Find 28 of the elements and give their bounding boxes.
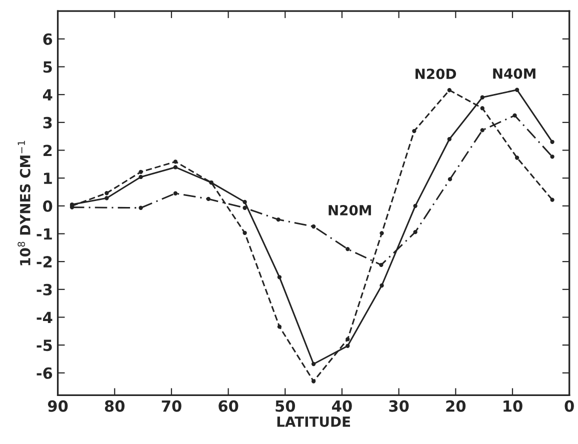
y-tick-label: -2 [36,256,52,268]
x-tick-label: 40 [332,400,352,412]
x-tick-label: 20 [446,400,466,412]
legend-label: N40M [493,68,536,79]
y-tick-label: 5 [43,61,52,73]
x-tick-label: 90 [48,400,68,412]
y-tick-label: 0 [43,200,52,212]
y-tick-label: -3 [36,284,52,296]
x-axis-title: LATITUDE [277,416,350,427]
series-label: N20M [328,204,371,216]
y-tick-label: -5 [36,340,52,352]
y-axis-title: 10$^{8}$ DYNES CM$^{−1}$ [18,140,30,266]
x-tick-label: 60 [218,400,238,412]
y-tick-label: -6 [36,367,52,379]
y-tick-label: 4 [42,89,52,100]
x-tick-label: 30 [389,400,409,412]
y-tick-label: -1 [36,228,52,240]
y-tick-label: 6 [43,33,52,45]
series-label: N20D [416,68,456,80]
y-tick-label: 1 [44,172,52,184]
x-tick-label: 0 [564,400,574,412]
y-tick-label: -4 [36,312,52,324]
x-tick-label: 80 [104,400,125,412]
x-tick-label: 70 [162,400,182,412]
x-tick-label: 50 [276,400,296,412]
y-tick-label: 2 [44,144,52,156]
x-tick-label: 10 [504,400,522,412]
y-tick-label: 3 [43,116,52,128]
